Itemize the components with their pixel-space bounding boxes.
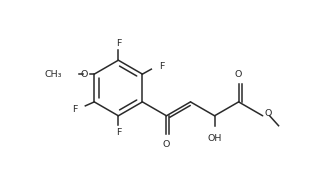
Text: OH: OH	[207, 134, 222, 143]
Text: O: O	[235, 70, 242, 79]
Text: F: F	[72, 105, 77, 114]
Text: F: F	[116, 39, 121, 48]
Text: O: O	[265, 109, 272, 118]
Text: O: O	[163, 140, 170, 149]
Text: CH₃: CH₃	[44, 70, 62, 79]
Text: O: O	[81, 70, 88, 79]
Text: F: F	[116, 128, 121, 137]
Text: F: F	[159, 62, 165, 71]
